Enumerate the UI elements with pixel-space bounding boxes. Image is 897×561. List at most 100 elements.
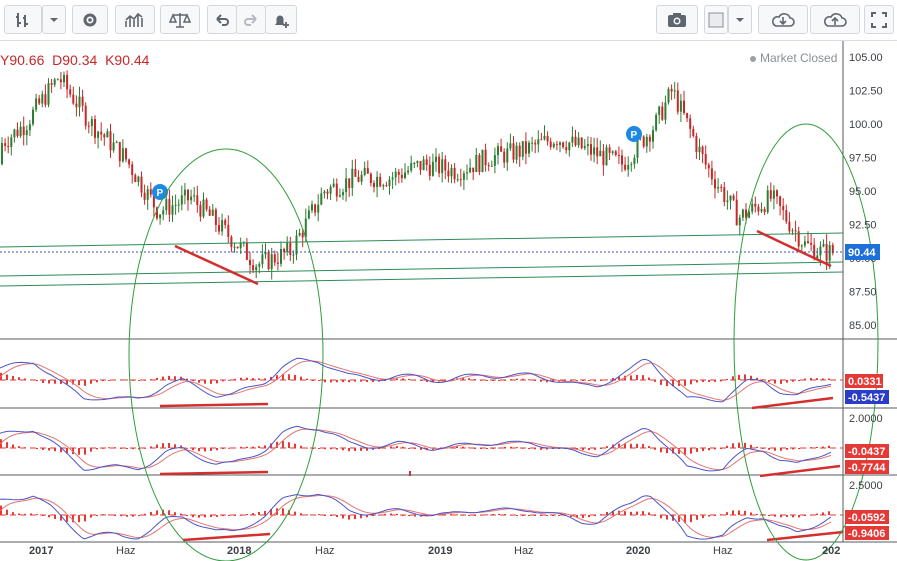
indicator-2-histogram-bar — [504, 446, 506, 448]
indicator-2-histogram-bar — [42, 448, 44, 450]
save-layout-button[interactable] — [810, 5, 860, 34]
price-candle-body — [679, 100, 682, 112]
indicator-3-histogram-bar — [810, 514, 812, 516]
price-candle-body — [515, 145, 518, 160]
indicator-1-histogram-bar — [708, 380, 710, 382]
price-candle-body — [822, 243, 825, 247]
indicator-2-histogram-bar — [108, 447, 110, 449]
indicator-1-histogram-bar — [810, 377, 812, 380]
price-candle-body — [531, 142, 534, 144]
price-candle-body — [32, 109, 34, 125]
time-tick-label: Haz — [713, 545, 733, 557]
price-candle-body — [103, 134, 106, 138]
indicator-1-histogram-bar — [252, 378, 254, 380]
add-alert-button[interactable] — [265, 5, 297, 34]
indicator-3-histogram-bar — [180, 513, 182, 515]
indicator-2-histogram-bar — [300, 445, 302, 448]
indicator-2-histogram-bar — [324, 448, 326, 450]
price-candle-body — [630, 164, 633, 166]
indicator-2-histogram-bar — [816, 446, 818, 448]
indicator-2-histogram-bar — [36, 448, 38, 449]
price-candle-body — [723, 187, 726, 202]
indicator-1-histogram-bar — [684, 380, 686, 386]
price-tick-label: 92.50 — [849, 220, 877, 232]
indicator-3-tick: 2.5000 — [849, 480, 883, 492]
price-candle-body — [25, 130, 28, 136]
price-candle-body — [484, 149, 487, 166]
indicator-1-histogram-bar — [348, 380, 350, 383]
indicator-1-histogram-bar — [288, 374, 290, 380]
indicator-3-histogram-bar — [780, 515, 782, 518]
price-candle-body — [174, 204, 177, 206]
price-candle-body — [583, 146, 586, 149]
indicator-2-histogram-bar — [492, 448, 494, 449]
indicator-3-histogram-bar — [480, 514, 482, 516]
indicator-1-histogram-bar — [738, 374, 740, 380]
price-candle-body — [794, 230, 797, 232]
price-candle-body — [131, 164, 134, 176]
color-dropdown[interactable] — [728, 5, 752, 34]
market-status-text: Market Closed — [760, 51, 838, 65]
price-candle-body — [447, 170, 450, 177]
price-candle-body — [230, 236, 233, 248]
price-candle-body — [521, 141, 524, 157]
price-candle-body — [239, 242, 242, 249]
load-layout-button[interactable] — [758, 5, 808, 34]
indicator-3-histogram-bar — [216, 515, 218, 517]
indicator-3-histogram-bar — [558, 515, 560, 516]
indicator-1-histogram-bar — [426, 380, 428, 382]
indicator-3-histogram-bar — [396, 513, 398, 515]
price-tick-label: 87.50 — [849, 287, 877, 299]
price-candle-body — [177, 204, 180, 206]
indicator-1-histogram-bar — [312, 380, 314, 381]
bar-style-button[interactable] — [4, 5, 42, 34]
price-candle-body — [152, 194, 155, 208]
indicator-2-histogram-bar — [576, 448, 578, 450]
chart-canvas[interactable]: PP 105.00102.50100.0097.5095.0092.5090.0… — [0, 41, 897, 561]
indicator-3-histogram-bar — [696, 515, 698, 520]
indicator-3-histogram-bar — [486, 514, 488, 516]
divergence-line-left-1 — [159, 402, 269, 408]
price-candle-body — [258, 264, 261, 267]
price-candle-body — [652, 130, 654, 142]
indicator-2-histogram-bar — [120, 447, 122, 449]
indicator-2-histogram-bar — [756, 446, 758, 448]
price-candle-body — [667, 88, 670, 103]
indicator-2-histogram-bar — [282, 440, 284, 448]
price-candle-body — [115, 142, 118, 144]
price-candle-body — [813, 244, 816, 259]
indicator-3-histogram-bar — [552, 515, 554, 516]
price-candle-body — [134, 175, 137, 183]
indicator-2-histogram-bar — [318, 448, 320, 449]
price-candle-body — [828, 245, 831, 261]
legend-low: Y90.66 — [0, 52, 45, 68]
bar-style-dropdown[interactable] — [42, 5, 66, 34]
undo-button[interactable] — [207, 5, 237, 34]
price-candle-body — [10, 137, 13, 147]
screenshot-button[interactable] — [656, 5, 698, 34]
indicator-1-histogram-bar — [408, 378, 410, 380]
compare-button[interactable] — [160, 5, 200, 34]
fullscreen-button[interactable] — [864, 5, 894, 34]
indicator-2-histogram-bar — [78, 448, 80, 455]
price-candle-body — [648, 136, 651, 142]
indicator-2-histogram-bar — [642, 444, 644, 448]
color-button[interactable] — [704, 5, 728, 34]
price-candle-body — [261, 254, 264, 265]
indicator-3-histogram-bar — [36, 514, 38, 516]
price-candle-body — [683, 100, 685, 114]
price-candle-body — [621, 155, 623, 165]
indicator-2-histogram-bar — [6, 442, 8, 448]
indicator-2-histogram-bar — [714, 448, 716, 450]
indicator-3-histogram-bar — [246, 514, 248, 516]
indicator-3-histogram-bar — [192, 515, 194, 518]
indicator-3-histogram-bar — [114, 515, 116, 516]
indicator-2-histogram-bar — [114, 447, 116, 449]
price-candle-body — [478, 155, 481, 173]
redo-button[interactable] — [236, 5, 266, 34]
settings-button[interactable] — [72, 5, 108, 34]
price-candle-body — [314, 204, 317, 213]
price-candle-body — [704, 154, 707, 165]
indicators-button[interactable] — [115, 5, 155, 34]
price-candle-body — [425, 159, 428, 165]
